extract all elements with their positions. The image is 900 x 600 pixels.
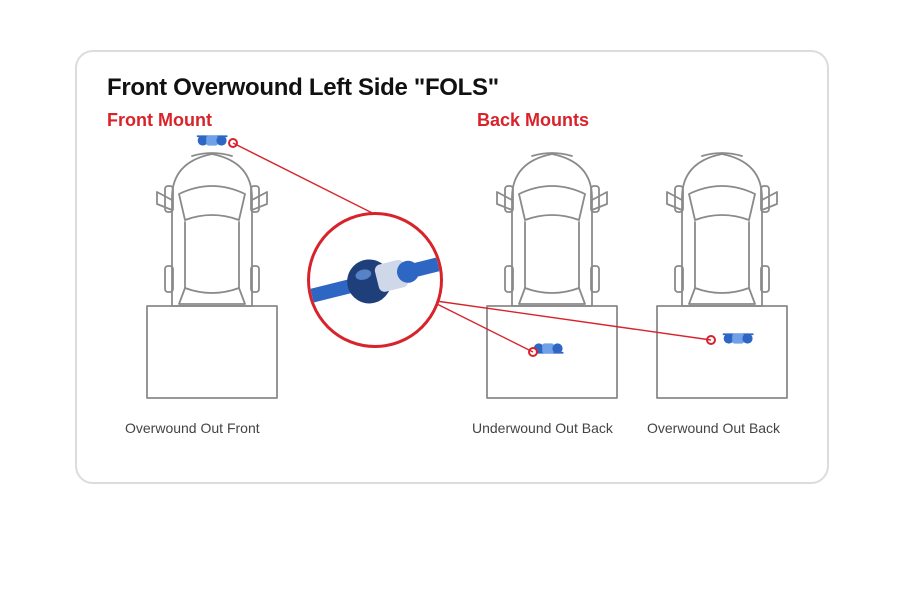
vehicle-icon: [127, 138, 297, 403]
vehicle-icon: [637, 138, 807, 403]
vehicle-icon: [467, 138, 637, 403]
caption-v1: Overwound Out Front: [125, 420, 260, 436]
leader-marker: [528, 347, 538, 357]
caption-v2: Underwound Out Back: [472, 420, 613, 436]
leader-marker: [228, 138, 238, 148]
winch-icon: [196, 132, 228, 149]
subhead-back: Back Mounts: [477, 110, 589, 131]
page-title: Front Overwound Left Side "FOLS": [107, 74, 499, 102]
winch-detail-icon: [310, 215, 440, 345]
winch-icon: [722, 330, 754, 347]
winch-callout: [307, 212, 443, 348]
leader-marker: [706, 335, 716, 345]
diagram-card: Front Overwound Left Side "FOLS" Front M…: [75, 50, 829, 484]
subhead-front: Front Mount: [107, 110, 212, 131]
caption-v3: Overwound Out Back: [647, 420, 780, 436]
